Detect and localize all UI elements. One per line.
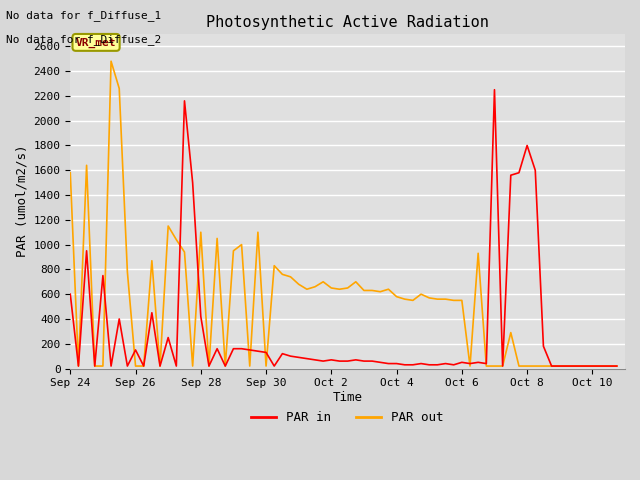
- Text: No data for f_Diffuse_1: No data for f_Diffuse_1: [6, 10, 162, 21]
- Text: VR_met: VR_met: [76, 37, 116, 48]
- Y-axis label: PAR (umol/m2/s): PAR (umol/m2/s): [15, 145, 28, 257]
- X-axis label: Time: Time: [333, 391, 363, 404]
- Legend: PAR in, PAR out: PAR in, PAR out: [246, 406, 449, 429]
- Text: No data for f_Diffuse_2: No data for f_Diffuse_2: [6, 34, 162, 45]
- Title: Photosynthetic Active Radiation: Photosynthetic Active Radiation: [206, 15, 489, 30]
